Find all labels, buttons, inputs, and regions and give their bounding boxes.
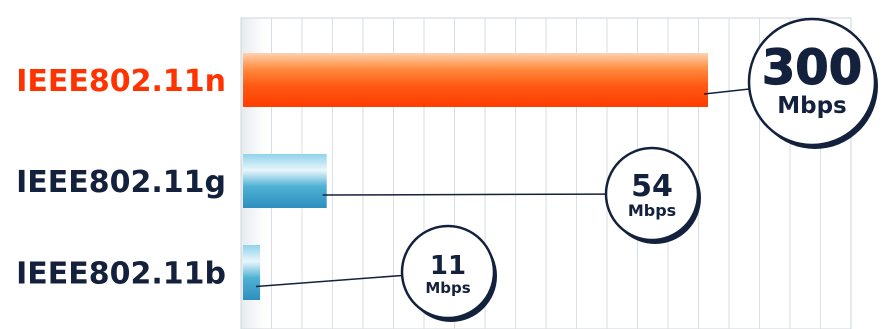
category-label: IEEE802.11b (16, 257, 226, 292)
unit-label: Mbps (628, 201, 676, 220)
category-labels: IEEE802.11n IEEE802.11g IEEE802.11b (16, 64, 226, 292)
value-label: 54 (631, 169, 673, 204)
category-label: IEEE802.11g (16, 165, 226, 200)
value-label: 300 (762, 40, 862, 96)
unit-label: Mbps (777, 93, 847, 119)
value-bubble (604, 146, 700, 242)
bar (243, 154, 327, 208)
unit-label: Mbps (425, 279, 470, 297)
bar (243, 245, 261, 300)
value-label: 11 (430, 251, 466, 281)
connector-line (703, 88, 750, 95)
bar (243, 53, 708, 107)
bars (243, 53, 708, 300)
value-bubble (747, 17, 877, 147)
connector-line (255, 274, 403, 288)
value-bubble (400, 224, 496, 320)
connector-line (322, 193, 607, 196)
category-label: IEEE802.11n (16, 64, 226, 99)
